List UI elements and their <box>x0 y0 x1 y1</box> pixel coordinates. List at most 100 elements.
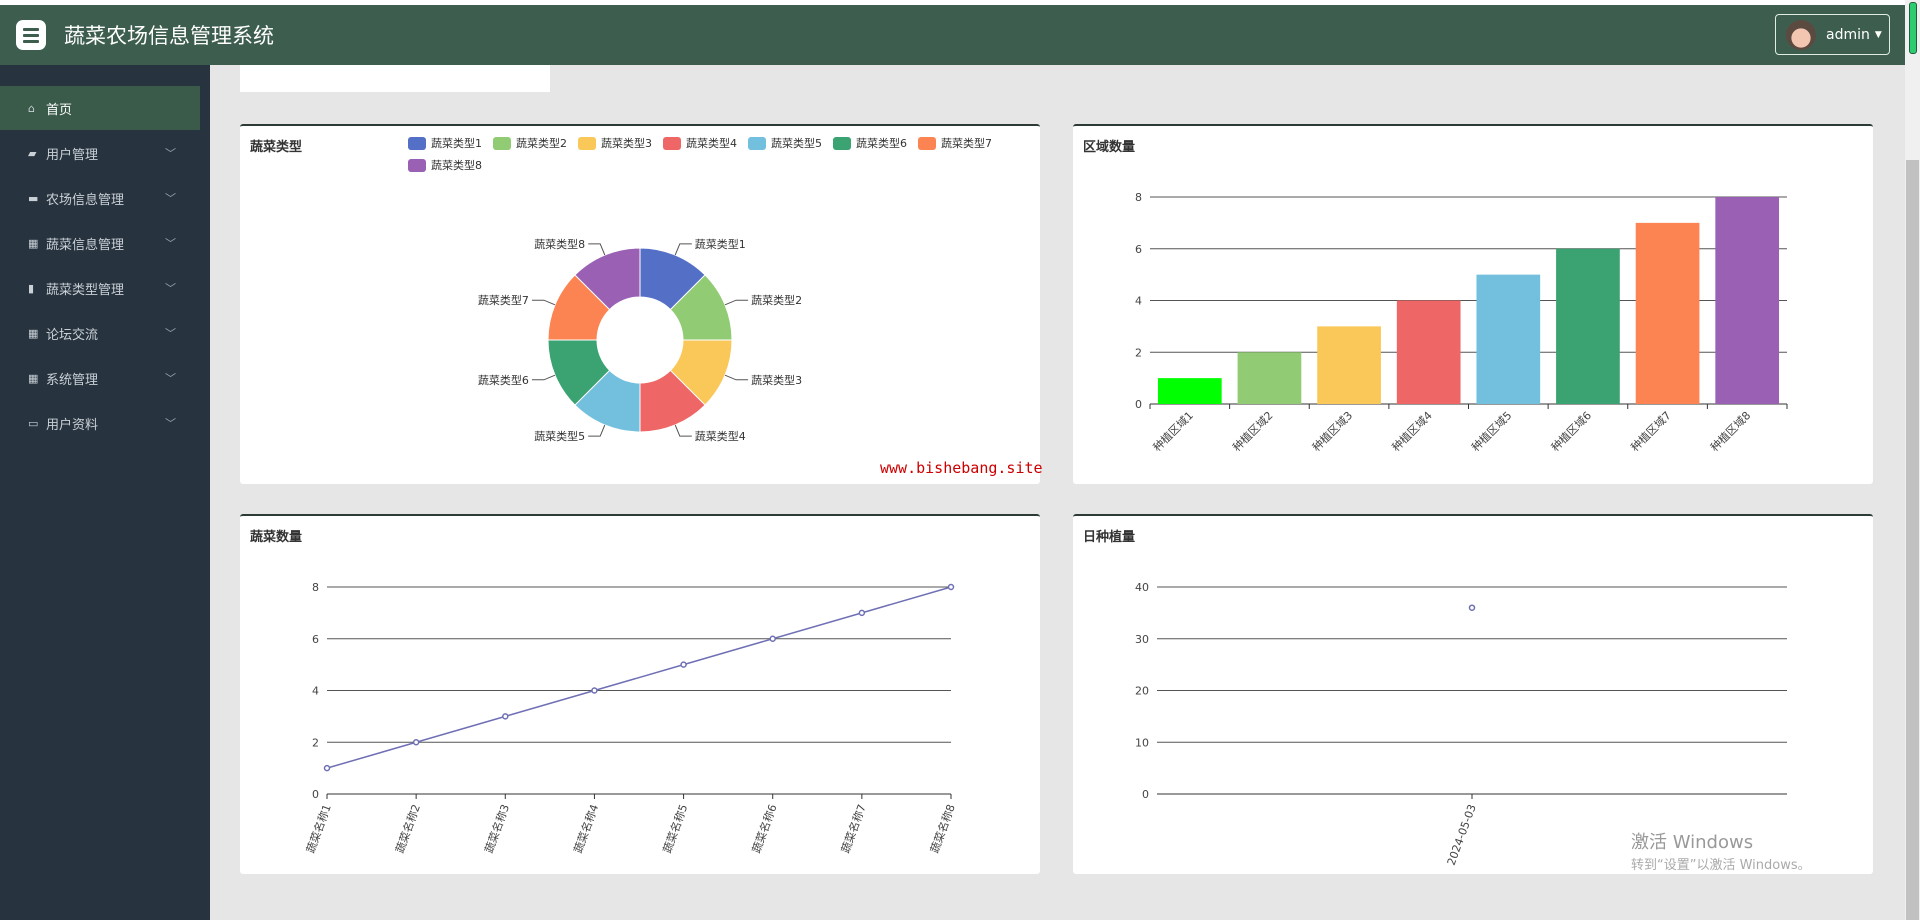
x-tick-label: 蔬菜名称3 <box>482 802 513 855</box>
sidebar-item-5[interactable]: ▮ 蔬菜类型管理 ﹀ <box>0 266 200 310</box>
pie-label: 蔬菜类型2 <box>751 293 802 307</box>
pie-label: 蔬菜类型1 <box>695 237 746 251</box>
user-menu-button[interactable]: admin ▼ <box>1775 14 1890 55</box>
legend-swatch <box>663 136 681 150</box>
x-tick-label: 蔬菜名称8 <box>927 802 958 855</box>
legend-item[interactable]: 蔬菜类型2 <box>493 134 567 152</box>
legend-swatch <box>918 136 936 150</box>
y-tick-label: 30 <box>1135 633 1149 646</box>
chevron-down-icon: ﹀ <box>165 282 176 295</box>
x-tick-label: 蔬菜名称5 <box>660 802 691 855</box>
legend-swatch <box>408 158 426 172</box>
scrollbar[interactable] <box>1905 0 1920 920</box>
bar <box>1715 197 1780 404</box>
y-tick-label: 4 <box>312 685 319 698</box>
data-point <box>591 687 598 694</box>
chevron-down-icon: ﹀ <box>165 192 176 205</box>
y-tick-label: 20 <box>1135 685 1149 698</box>
chart-card-daily-planting: 日种植量 0 10 20 30 40 2024-05-03 <box>1073 514 1873 874</box>
bar <box>1317 326 1381 404</box>
y-tick-label: 8 <box>1135 191 1142 204</box>
y-tick-label: 6 <box>312 633 319 646</box>
ticket-icon: ▬ <box>28 191 39 205</box>
pie-label: 蔬菜类型3 <box>751 373 802 387</box>
header: 蔬菜农场信息管理系统 admin ▼ <box>0 5 1905 65</box>
pie-legend: 蔬菜类型1 蔬菜类型2 蔬菜类型3 蔬菜类型4 蔬菜类型5 蔬菜类型6 蔬菜类型7 蔬菜类型8 <box>408 134 1048 174</box>
legend-item[interactable]: 蔬菜类型3 <box>578 134 652 152</box>
bar <box>1396 300 1461 404</box>
chart-card-vegetable-type: 蔬菜类型 蔬菜类型1 蔬菜类型2 蔬菜类型3 蔬菜类型4 蔬菜类型5 蔬菜类型6 蔬菜类型7… <box>240 124 1040 484</box>
data-point <box>412 739 420 746</box>
windows-activation-title: 激活 Windows <box>1631 832 1754 853</box>
data-point <box>323 764 331 772</box>
legend-item[interactable]: 蔬菜类型6 <box>833 134 907 152</box>
sidebar-item-label: 蔬菜类型管理 <box>46 282 125 298</box>
menu-toggle-icon[interactable] <box>16 20 46 50</box>
legend-label: 蔬菜类型5 <box>771 137 822 150</box>
legend-label: 蔬菜类型7 <box>941 137 992 150</box>
data-point <box>858 609 866 617</box>
series-line <box>326 586 952 769</box>
bar-icon: ▮ <box>28 281 35 295</box>
data-point <box>1468 604 1476 611</box>
pie-label: 蔬菜类型6 <box>478 373 529 387</box>
x-tick-label: 种植区域5 <box>1468 408 1514 454</box>
y-tick-label: 0 <box>1142 788 1149 801</box>
bar-chart: 0 2 4 6 8 种植区域1 种植区域2 种植区域3 种植区域4 种植区域5 种植区域6 种植区域7… <box>1135 191 1788 454</box>
x-tick-label: 蔬菜名称6 <box>749 802 780 855</box>
data-point <box>947 583 955 591</box>
legend-label: 蔬菜类型3 <box>601 137 652 150</box>
y-tick-label: 4 <box>1135 295 1142 308</box>
legend-label: 蔬菜类型2 <box>516 137 567 150</box>
sidebar-item-6[interactable]: ▦ 论坛交流 ﹀ <box>0 311 200 355</box>
sidebar-item-3[interactable]: ▬ 农场信息管理 ﹀ <box>0 176 200 220</box>
x-tick-label: 种植区域3 <box>1309 408 1355 454</box>
y-tick-label: 0 <box>312 788 319 801</box>
sidebar-item-7[interactable]: ▦ 系统管理 ﹀ <box>0 356 200 400</box>
scroll-indicator <box>1909 2 1917 54</box>
legend-swatch <box>833 136 851 150</box>
chevron-down-icon: ﹀ <box>165 327 176 340</box>
legend-label: 蔬菜类型1 <box>431 137 482 150</box>
legend-item[interactable]: 蔬菜类型1 <box>408 134 482 152</box>
chart-card-area-count: 区域数量 0 2 4 6 8 种植区域1 种植区域2 种植区域3 种植区域4 种植区域5 种植区域6… <box>1073 124 1873 484</box>
sidebar-item-4[interactable]: ▦ 蔬菜信息管理 ﹀ <box>0 221 200 265</box>
pie-slice <box>574 247 641 311</box>
chevron-down-icon: ﹀ <box>165 372 176 385</box>
legend-item[interactable]: 蔬菜类型7 <box>918 134 992 152</box>
x-tick-label: 2024-05-03 <box>1445 803 1479 868</box>
data-point <box>502 713 509 720</box>
sidebar-item-label: 论坛交流 <box>46 327 99 343</box>
apps-icon: ▦ <box>28 326 39 340</box>
pie-label-line <box>588 424 606 437</box>
pie-label: 蔬菜类型7 <box>478 293 529 307</box>
caret-down-icon: ▼ <box>1874 29 1882 40</box>
y-tick-label: 2 <box>1135 346 1142 359</box>
bar <box>1635 222 1700 404</box>
chevron-down-icon: ﹀ <box>165 417 176 430</box>
y-tick-label: 40 <box>1135 581 1149 594</box>
sidebar-item-8[interactable]: ▭ 用户资料 ﹀ <box>0 401 200 445</box>
scrollbar-thumb[interactable] <box>1906 160 1919 920</box>
bar <box>1157 378 1222 404</box>
data-point <box>769 635 776 642</box>
grid-icon: ▦ <box>28 236 39 250</box>
pie-label-line <box>724 299 749 306</box>
legend-swatch <box>493 136 511 150</box>
legend-item[interactable]: 蔬菜类型5 <box>748 134 822 152</box>
legend-item[interactable]: 蔬菜类型8 <box>408 156 482 174</box>
x-tick-label: 蔬菜名称2 <box>392 802 423 855</box>
sidebar-item-1[interactable]: ⌂ 首页 <box>0 86 200 130</box>
bar <box>1476 274 1541 404</box>
site-watermark: www.bishebang.site <box>880 459 1043 477</box>
legend-label: 蔬菜类型6 <box>856 137 907 150</box>
pie-label: 蔬菜类型8 <box>534 237 585 251</box>
sidebar-item-2[interactable]: ▰ 用户管理 ﹀ <box>0 131 200 175</box>
legend-swatch <box>578 136 596 150</box>
data-point <box>680 661 687 668</box>
user-icon: ▰ <box>28 146 37 160</box>
summary-card-partial <box>240 65 550 92</box>
pie-label: 蔬菜类型4 <box>695 429 746 443</box>
legend-item[interactable]: 蔬菜类型4 <box>663 134 737 152</box>
x-tick-label: 蔬菜名称1 <box>303 802 334 855</box>
